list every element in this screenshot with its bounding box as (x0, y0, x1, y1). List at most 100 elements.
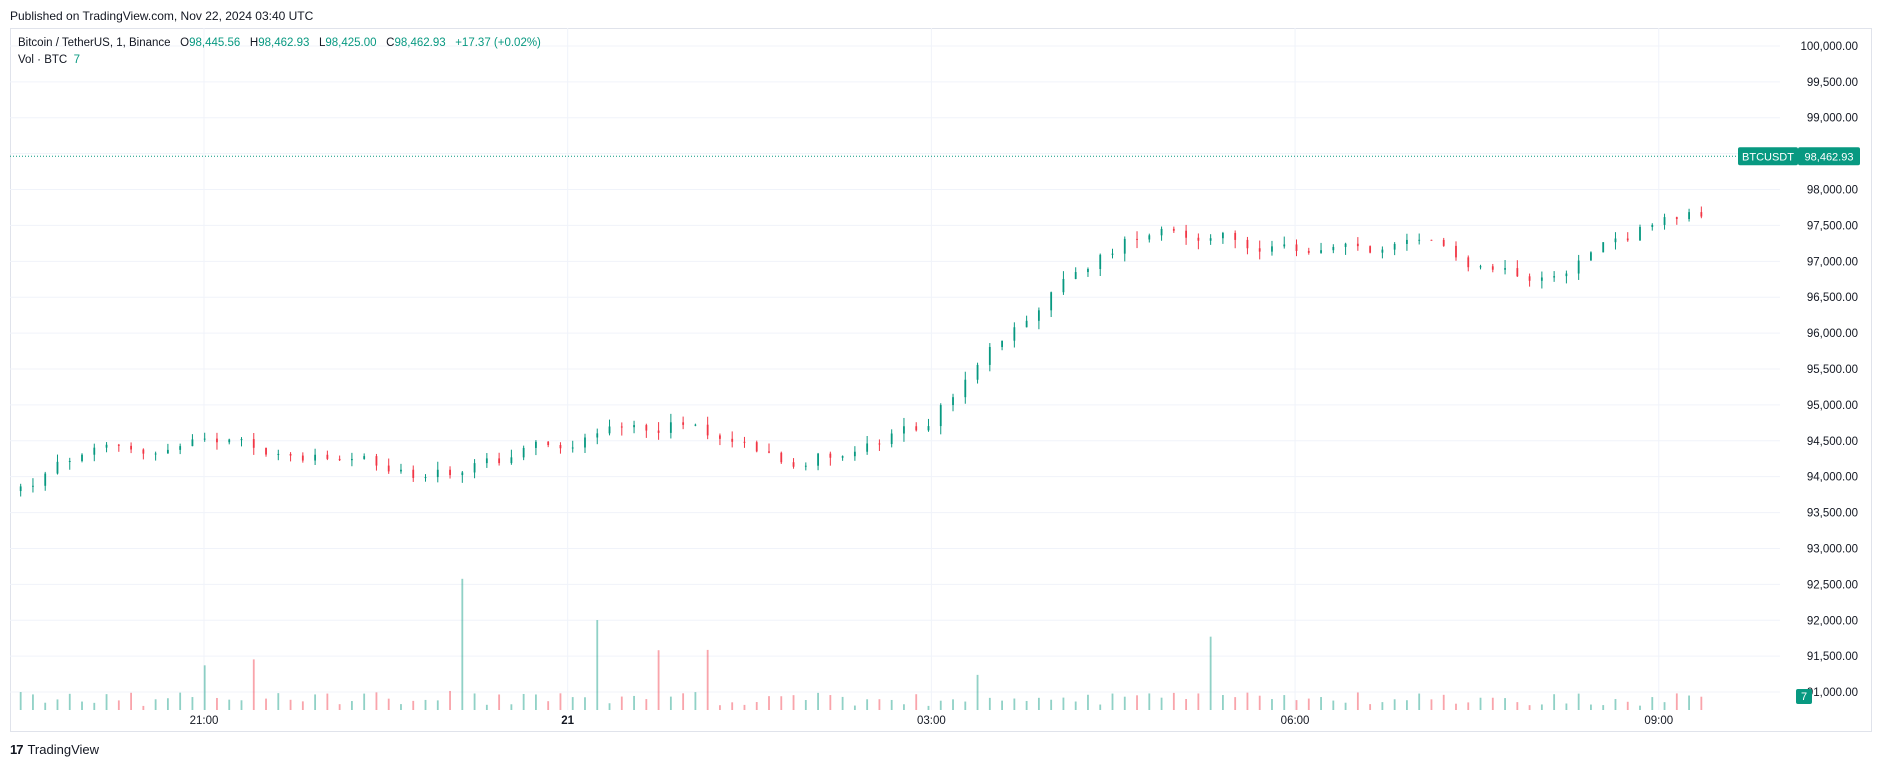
candle-body[interactable] (1099, 254, 1102, 270)
candle-body[interactable] (301, 455, 304, 461)
candle-body[interactable] (1491, 266, 1494, 270)
candle-body[interactable] (68, 461, 71, 463)
candle-body[interactable] (228, 439, 231, 443)
candle-body[interactable] (142, 449, 145, 454)
candle-body[interactable] (878, 443, 881, 445)
candle-body[interactable] (449, 469, 451, 476)
candle-body[interactable] (633, 425, 635, 428)
legend-volume-label[interactable]: Vol · BTC (18, 54, 68, 66)
candle-body[interactable] (522, 447, 525, 458)
candle-body[interactable] (400, 469, 402, 472)
candle-body[interactable] (890, 433, 893, 445)
candle-body[interactable] (1393, 243, 1396, 250)
candle-body[interactable] (1369, 246, 1372, 253)
candle-body[interactable] (130, 445, 132, 450)
candle-body[interactable] (289, 453, 292, 456)
price-axis[interactable]: 100,000.0099,500.0099,000.0098,500.0098,… (1800, 41, 1858, 699)
candle-body[interactable] (424, 477, 427, 479)
candle-body[interactable] (1467, 257, 1470, 268)
candle-body[interactable] (817, 453, 819, 466)
candle-body[interactable] (105, 444, 108, 448)
candle-body[interactable] (1356, 243, 1359, 247)
candle-body[interactable] (117, 444, 120, 446)
candle-body[interactable] (265, 447, 267, 455)
candle-body[interactable] (964, 379, 967, 398)
candle-body[interactable] (1332, 246, 1335, 251)
candle-body[interactable] (252, 439, 255, 448)
candle-body[interactable] (939, 405, 942, 427)
candle-body[interactable] (1516, 268, 1519, 277)
candle-body[interactable] (620, 426, 623, 428)
candle-body[interactable] (93, 447, 96, 455)
candle-body[interactable] (375, 456, 378, 466)
candle-body[interactable] (1246, 239, 1249, 249)
candle-body[interactable] (645, 425, 648, 431)
candle-body[interactable] (32, 485, 34, 487)
candle-body[interactable] (719, 435, 721, 439)
candle-body[interactable] (1651, 224, 1654, 227)
candle-body[interactable] (19, 486, 22, 492)
candle-body[interactable] (657, 430, 660, 433)
candle-body[interactable] (1540, 277, 1543, 281)
candle-body[interactable] (1344, 243, 1347, 247)
candle-body[interactable] (1528, 276, 1531, 281)
candle-body[interactable] (669, 422, 672, 433)
candle-body[interactable] (1037, 310, 1040, 321)
candle-body[interactable] (485, 458, 488, 464)
candle-body[interactable] (44, 473, 47, 486)
candle-body[interactable] (498, 458, 501, 464)
candle-body[interactable] (387, 465, 390, 472)
candle-body[interactable] (829, 453, 832, 458)
candle-body[interactable] (1136, 238, 1138, 240)
candle-body[interactable] (216, 438, 218, 443)
candle-body[interactable] (1418, 239, 1421, 241)
candle-body[interactable] (191, 439, 194, 447)
candle-body[interactable] (1074, 272, 1077, 279)
candle-body[interactable] (1430, 239, 1433, 241)
legend-symbol[interactable]: Bitcoin / TetherUS, 1, Binance (18, 37, 171, 49)
candle-body[interactable] (1590, 252, 1592, 261)
candle-body[interactable] (412, 469, 415, 478)
candle-body[interactable] (1160, 228, 1163, 236)
candle-body[interactable] (1663, 217, 1666, 225)
candle-body[interactable] (1553, 276, 1556, 278)
candle-body[interactable] (166, 449, 169, 454)
candle-body[interactable] (866, 443, 869, 452)
candle-body[interactable] (1258, 248, 1261, 252)
candle-body[interactable] (571, 447, 574, 449)
candle-body[interactable] (461, 472, 464, 476)
chart-frame[interactable] (10, 28, 1872, 732)
candle-body[interactable] (436, 469, 439, 478)
candle-body[interactable] (277, 453, 280, 455)
candle-body[interactable] (755, 442, 758, 452)
candle-body[interactable] (473, 463, 476, 473)
candle-body[interactable] (1185, 230, 1188, 238)
candle-body[interactable] (1148, 235, 1151, 240)
candle-body[interactable] (1234, 232, 1237, 240)
candle-body[interactable] (731, 438, 734, 442)
candle-body[interactable] (682, 422, 685, 425)
candle-body[interactable] (952, 397, 954, 406)
candle-body[interactable] (1123, 238, 1126, 254)
candle-body[interactable] (1001, 340, 1003, 347)
time-axis[interactable]: 21:00 21 03:00 06:00 09:00 (190, 715, 1674, 727)
candle-body[interactable] (350, 458, 353, 461)
candle-body[interactable] (1172, 228, 1175, 231)
candle-body[interactable] (510, 457, 513, 464)
candle-body[interactable] (596, 433, 599, 438)
candle-body[interactable] (584, 437, 586, 448)
candle-body[interactable] (743, 441, 746, 443)
candle-body[interactable] (853, 451, 856, 457)
candle-body[interactable] (841, 456, 844, 458)
candle-body[interactable] (81, 454, 83, 462)
candle-body[interactable] (1442, 239, 1445, 246)
candle-body[interactable] (179, 446, 182, 450)
candle-body[interactable] (1675, 217, 1678, 220)
candle-body[interactable] (314, 454, 317, 461)
candle-body[interactable] (804, 465, 807, 467)
candle-body[interactable] (1406, 239, 1408, 244)
tradingview-wordmark[interactable]: TradingView (27, 742, 100, 757)
candle-body[interactable] (326, 454, 329, 459)
candle-body[interactable] (1577, 260, 1580, 274)
